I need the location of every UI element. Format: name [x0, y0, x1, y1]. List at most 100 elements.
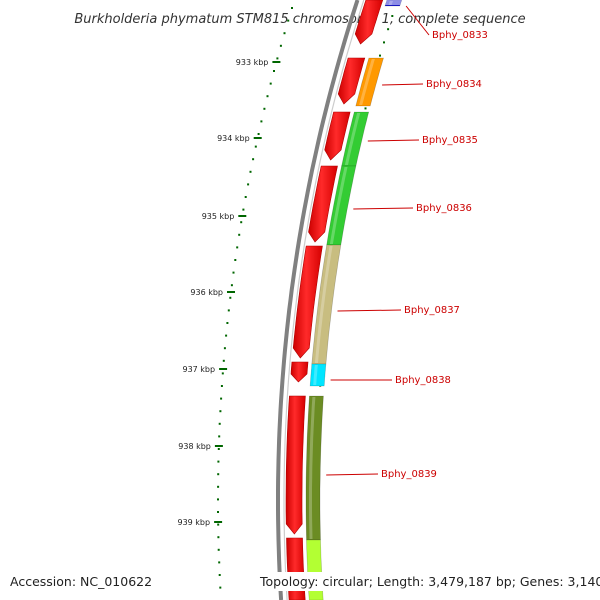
- guide-dot: [273, 70, 275, 72]
- guide-dot: [221, 372, 224, 375]
- gene-label-leader: [353, 207, 414, 210]
- guide-dot: [217, 511, 219, 513]
- forward-cds-track: [285, 0, 384, 600]
- gene-feature-block: [306, 539, 324, 600]
- scale-tick-label: 933 kbp: [236, 58, 269, 67]
- guide-dot: [260, 120, 263, 123]
- gene-label: Bphy_0836: [416, 203, 472, 214]
- scale-tick-label: 936 kbp: [190, 288, 223, 297]
- guide-dot: [217, 448, 220, 450]
- gene-label: Bphy_0837: [404, 305, 460, 316]
- gene-feature-highlight: [313, 365, 318, 385]
- cds-forward-arrow: [337, 57, 366, 105]
- guide-dot: [218, 574, 221, 576]
- scale-tick-label: 934 kbp: [217, 134, 250, 143]
- backbone-ring: [276, 0, 365, 600]
- guide-dot: [244, 196, 247, 198]
- guide-dot: [217, 460, 220, 463]
- cds-forward-arrow: [290, 361, 309, 383]
- map-title: Burkholderia phymatum STM815 chromosome …: [74, 12, 525, 27]
- gene-feature-detail: [385, 0, 402, 5]
- guide-dot: [218, 422, 221, 425]
- scale-tick-label: 939 kbp: [177, 518, 210, 527]
- guide-dot: [287, 19, 290, 22]
- guide-dot: [291, 7, 293, 9]
- gene-feature-highlight: [359, 59, 375, 105]
- guide-dot: [383, 41, 385, 44]
- guide-dot: [227, 309, 230, 312]
- sequence-summary: Topology: circular; Length: 3,479,187 bp…: [258, 572, 600, 591]
- guide-dot: [217, 473, 220, 476]
- gene-label: Bphy_0838: [395, 375, 451, 386]
- guide-dot: [234, 259, 237, 261]
- guide-dot: [218, 435, 221, 438]
- guide-dot: [217, 536, 220, 539]
- scale-tick-label: 938 kbp: [178, 442, 211, 451]
- gene-label-leader: [337, 309, 402, 312]
- guide-dot: [223, 347, 226, 350]
- guide-dot: [279, 44, 282, 47]
- guide-dot: [217, 523, 220, 526]
- guide-dot: [220, 397, 223, 400]
- guide-dot: [247, 183, 250, 186]
- guide-dot: [269, 82, 272, 85]
- guide-dot: [218, 561, 221, 564]
- gene-feature-track: [305, 0, 403, 600]
- gene-feature-block: [355, 57, 384, 107]
- guide-dot: [266, 95, 269, 98]
- guide-dot: [240, 221, 243, 224]
- cds-forward-arrow: [308, 165, 338, 243]
- guide-dot: [238, 233, 241, 236]
- gene-feature-highlight: [314, 246, 333, 363]
- gene-labels: Bphy_0833 Bphy_0834 Bphy_0835 Bphy_0836 Bphy…: [326, 5, 488, 480]
- gene-label: Bphy_0835: [422, 135, 478, 146]
- scale-tick-label: 935 kbp: [202, 212, 235, 221]
- guide-dot: [252, 158, 255, 161]
- gene-label-leader: [405, 5, 430, 36]
- guide-dot: [387, 28, 390, 31]
- guide-dot: [232, 271, 235, 274]
- cds-forward-arrow: [324, 111, 351, 161]
- guide-dot: [217, 548, 220, 551]
- guide-dot: [230, 284, 233, 287]
- guide-dot: [236, 246, 239, 249]
- gene-feature-block: [309, 363, 327, 387]
- backbone-line: [276, 0, 360, 600]
- guide-dot: [219, 586, 222, 589]
- guide-dot: [220, 385, 223, 387]
- cds-forward-arrow: [285, 395, 306, 535]
- guide-dot: [257, 133, 260, 135]
- gene-label: Bphy_0834: [426, 79, 482, 90]
- gene-feature-highlight: [329, 167, 348, 244]
- gene-label: Bphy_0839: [381, 469, 437, 480]
- guide-dot: [283, 32, 286, 35]
- gene-label: Bphy_0833: [432, 30, 488, 41]
- gene-label-leader: [367, 139, 420, 142]
- guide-dot: [254, 145, 257, 148]
- guide-dot: [364, 107, 367, 110]
- gene-feature-block: [305, 395, 324, 541]
- guide-dot: [226, 322, 229, 324]
- accession-label: Accession: NC_010622: [6, 572, 157, 591]
- guide-dot: [276, 57, 279, 60]
- gene-feature-highlight: [309, 397, 316, 539]
- guide-dot: [222, 359, 225, 362]
- gene-label-leader: [382, 83, 424, 86]
- cds-forward-arrow: [292, 245, 323, 359]
- guide-dot: [229, 296, 232, 299]
- backbone-inner-line: [283, 0, 365, 600]
- guide-dot: [219, 410, 222, 413]
- guide-dot: [217, 498, 219, 501]
- guide-dot: [391, 15, 394, 17]
- guide-dot: [249, 170, 252, 173]
- guide-dot: [225, 334, 228, 337]
- guide-dot: [263, 107, 266, 110]
- gene-label-leader: [326, 473, 379, 476]
- cds-forward-arrow: [354, 0, 384, 45]
- guide-dot: [217, 485, 220, 488]
- gene-feature-highlight: [344, 113, 361, 165]
- guide-dot: [242, 208, 245, 211]
- scale-tick-label: 937 kbp: [182, 365, 215, 374]
- guide-dot: [379, 54, 381, 57]
